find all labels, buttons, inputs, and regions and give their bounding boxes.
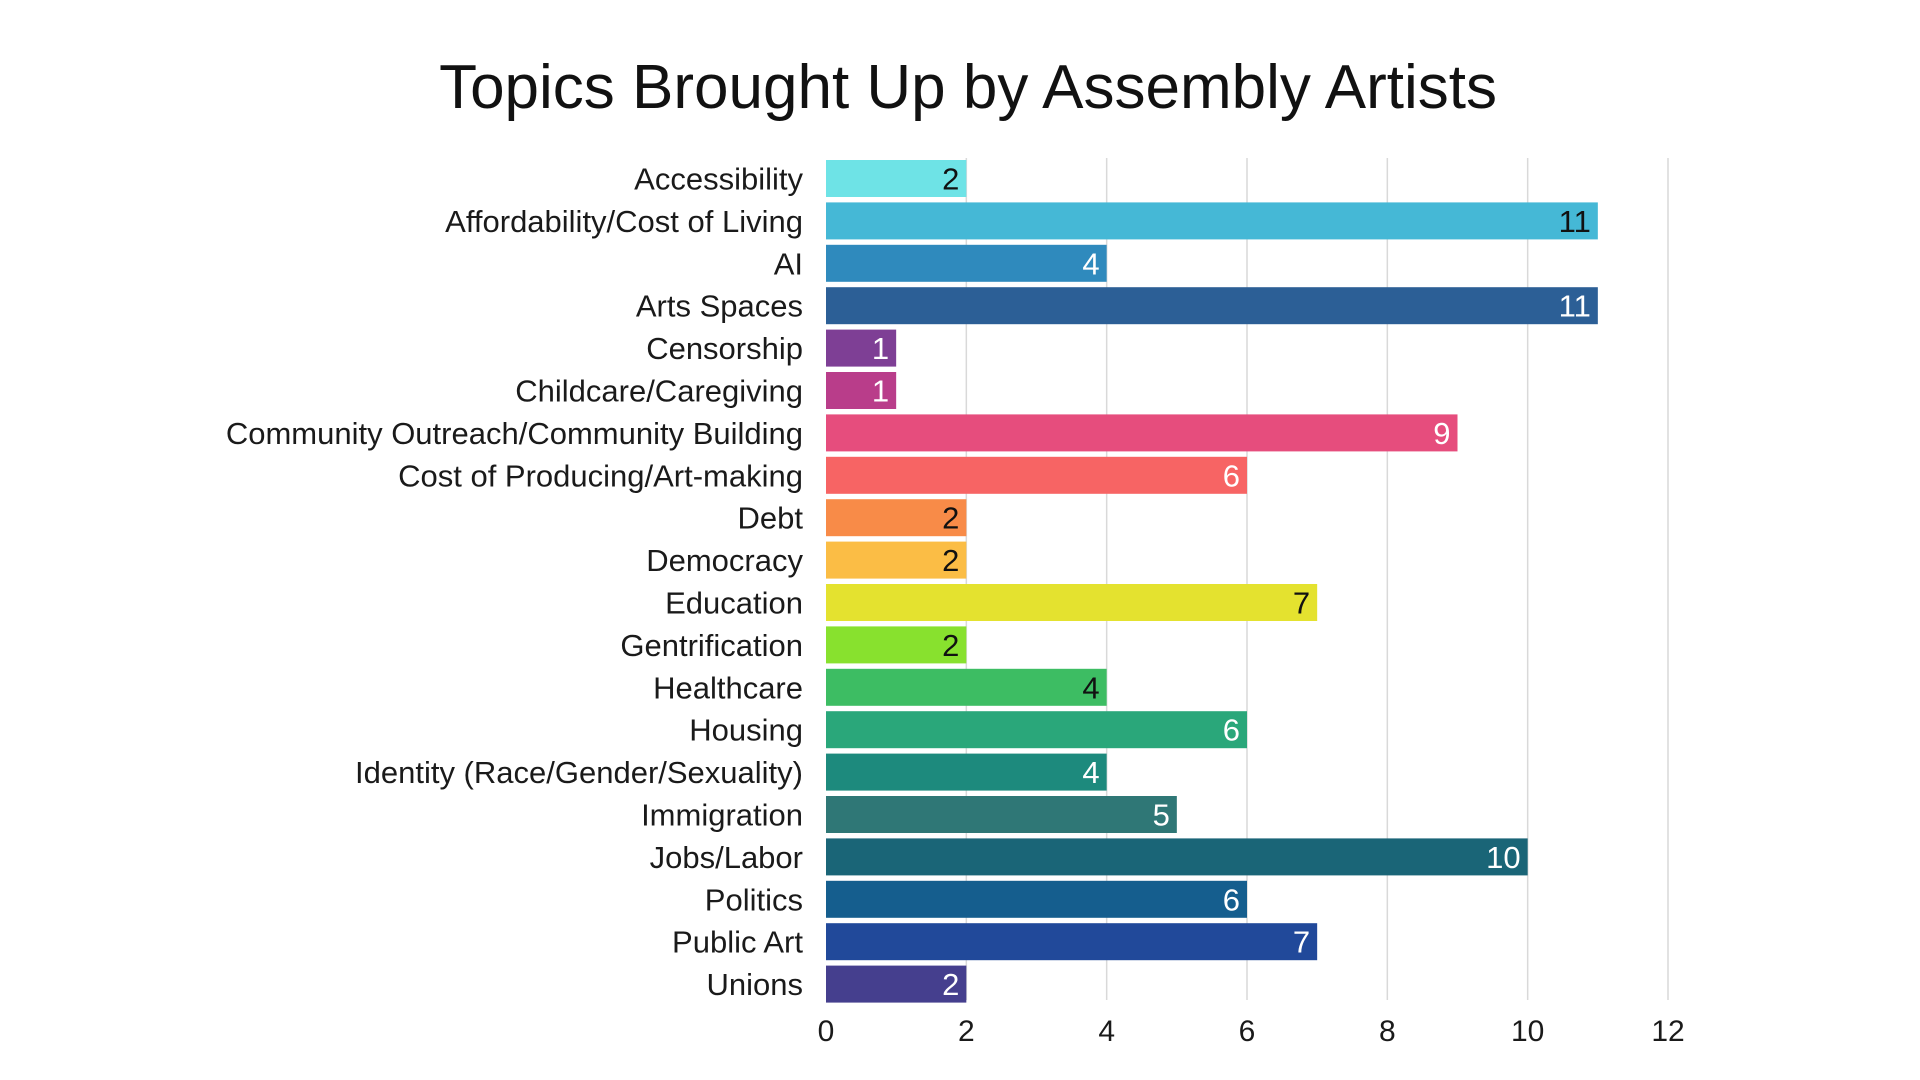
bar: [826, 456, 1247, 494]
category-label: Arts Spaces: [636, 289, 803, 324]
category-label: Public Art: [672, 925, 803, 960]
category-label: Cost of Producing/Art-making: [398, 458, 803, 493]
x-tick-label: 2: [958, 1015, 975, 1048]
bar: [826, 796, 1177, 833]
data-label: 6: [1223, 882, 1240, 917]
data-label: 2: [942, 628, 959, 663]
data-label: 2: [942, 967, 959, 1002]
category-label: Childcare/Caregiving: [515, 374, 803, 409]
bar: [826, 923, 1318, 961]
data-label: 11: [1559, 289, 1591, 324]
category-label: Democracy: [646, 543, 803, 578]
x-axis-ticks: 0 2 4 6 8 10 12: [818, 1015, 1685, 1048]
category-label: Identity (Race/Gender/Sexuality): [355, 755, 803, 790]
bar: [826, 202, 1598, 240]
category-label: Debt: [738, 501, 804, 536]
bar: [826, 541, 967, 579]
data-label: 9: [1433, 416, 1450, 451]
x-tick-label: 4: [1098, 1015, 1115, 1048]
data-label: 7: [1293, 586, 1310, 621]
bar: [826, 965, 967, 1003]
data-label: 4: [1082, 755, 1099, 790]
bar: [826, 329, 897, 367]
chart-title: Topics Brought Up by Assembly Artists: [439, 53, 1497, 122]
x-tick-label: 12: [1651, 1015, 1684, 1048]
data-label: 10: [1486, 840, 1520, 875]
data-label: 7: [1293, 925, 1310, 960]
data-label: 4: [1082, 670, 1099, 705]
bars: [826, 160, 1598, 1003]
x-tick-label: 10: [1511, 1015, 1544, 1048]
category-label: Immigration: [641, 798, 803, 833]
bar: [826, 711, 1247, 749]
category-label: AI: [774, 246, 803, 281]
x-tick-label: 8: [1379, 1015, 1396, 1048]
bar: [826, 160, 967, 197]
category-label: Community Outreach/Community Building: [226, 416, 803, 451]
data-label: 5: [1153, 798, 1170, 833]
x-tick-label: 0: [818, 1015, 835, 1048]
category-label: Housing: [689, 713, 803, 748]
data-label: 6: [1223, 458, 1240, 493]
bar: [826, 668, 1107, 706]
category-label: Unions: [707, 967, 804, 1002]
category-label: Affordability/Cost of Living: [445, 204, 803, 239]
x-tick-label: 6: [1239, 1015, 1256, 1048]
category-label: Accessibility: [634, 162, 803, 197]
bar: [826, 584, 1318, 621]
data-label: 1: [872, 374, 889, 409]
category-label: Politics: [705, 882, 803, 917]
data-label: 4: [1082, 246, 1099, 281]
bar: [826, 414, 1458, 452]
category-label: Healthcare: [653, 670, 803, 705]
data-label: 2: [942, 162, 959, 197]
category-label: Education: [665, 586, 803, 621]
bar: [826, 244, 1107, 282]
data-label: 6: [1223, 713, 1240, 748]
data-label: 2: [942, 543, 959, 578]
category-labels: Accessibility Affordability/Cost of Livin…: [226, 162, 804, 1003]
bar: [826, 753, 1107, 791]
bar: [826, 287, 1598, 325]
bar: [826, 838, 1528, 876]
category-label: Censorship: [646, 331, 803, 366]
data-label: 1: [872, 331, 889, 366]
category-label: Jobs/Labor: [650, 840, 803, 875]
bar: [826, 372, 897, 409]
bar: [826, 499, 967, 537]
category-label: Gentrification: [620, 628, 803, 663]
bar: [826, 880, 1247, 918]
data-label: 11: [1559, 204, 1591, 239]
bar: [826, 626, 967, 664]
data-label: 2: [942, 501, 959, 536]
